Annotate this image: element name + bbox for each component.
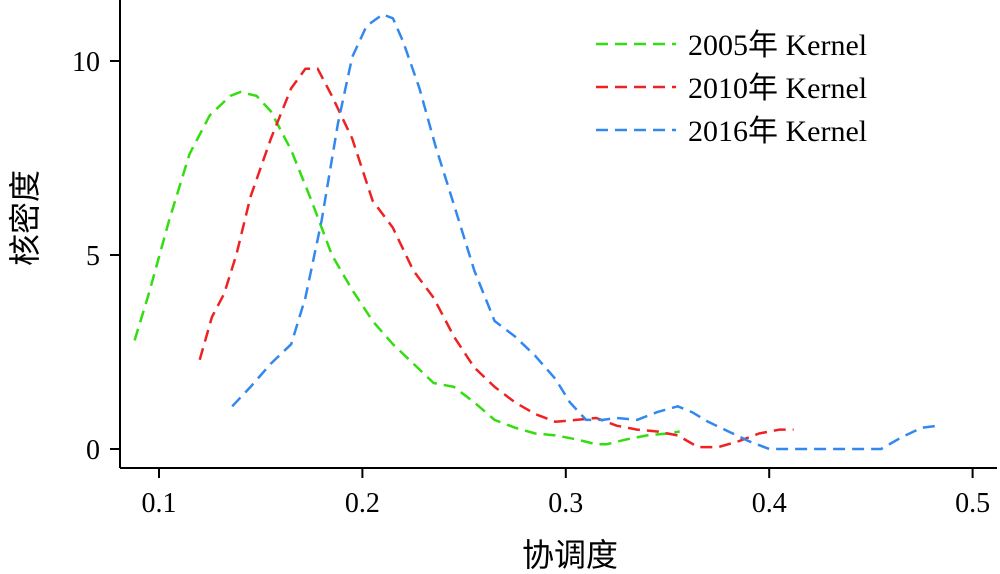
x-tick-label: 0.1: [142, 488, 177, 519]
legend-label-3: 2016年 Kernel: [688, 115, 867, 148]
legend-label-2: 2010年 Kernel: [688, 72, 867, 105]
series-line-2: [198, 67, 794, 449]
series-line-1: [133, 90, 680, 446]
plot-area: [133, 13, 939, 451]
series-lines: [133, 13, 939, 451]
x-tick-label: 0.2: [345, 488, 380, 519]
x-tick-label: 0.4: [752, 488, 787, 519]
y-axis-title: 核密度: [7, 170, 43, 266]
series-line-3: [231, 13, 939, 451]
y-tick-label: 5: [86, 241, 100, 272]
x-axis-ticks: 0.1 0.2 0.3 0.4 0.5: [142, 468, 990, 519]
x-axis-title: 协调度: [522, 537, 618, 573]
x-tick-label: 0.5: [955, 488, 990, 519]
x-tick-label: 0.3: [548, 488, 583, 519]
legend: 2005年 Kernel 2010年 Kernel 2016年 Kernel: [596, 29, 867, 148]
y-axis-ticks: 0 5 10: [72, 47, 120, 466]
y-tick-label: 0: [86, 435, 100, 466]
legend-label-1: 2005年 Kernel: [688, 29, 867, 62]
y-tick-label: 10: [72, 47, 100, 78]
